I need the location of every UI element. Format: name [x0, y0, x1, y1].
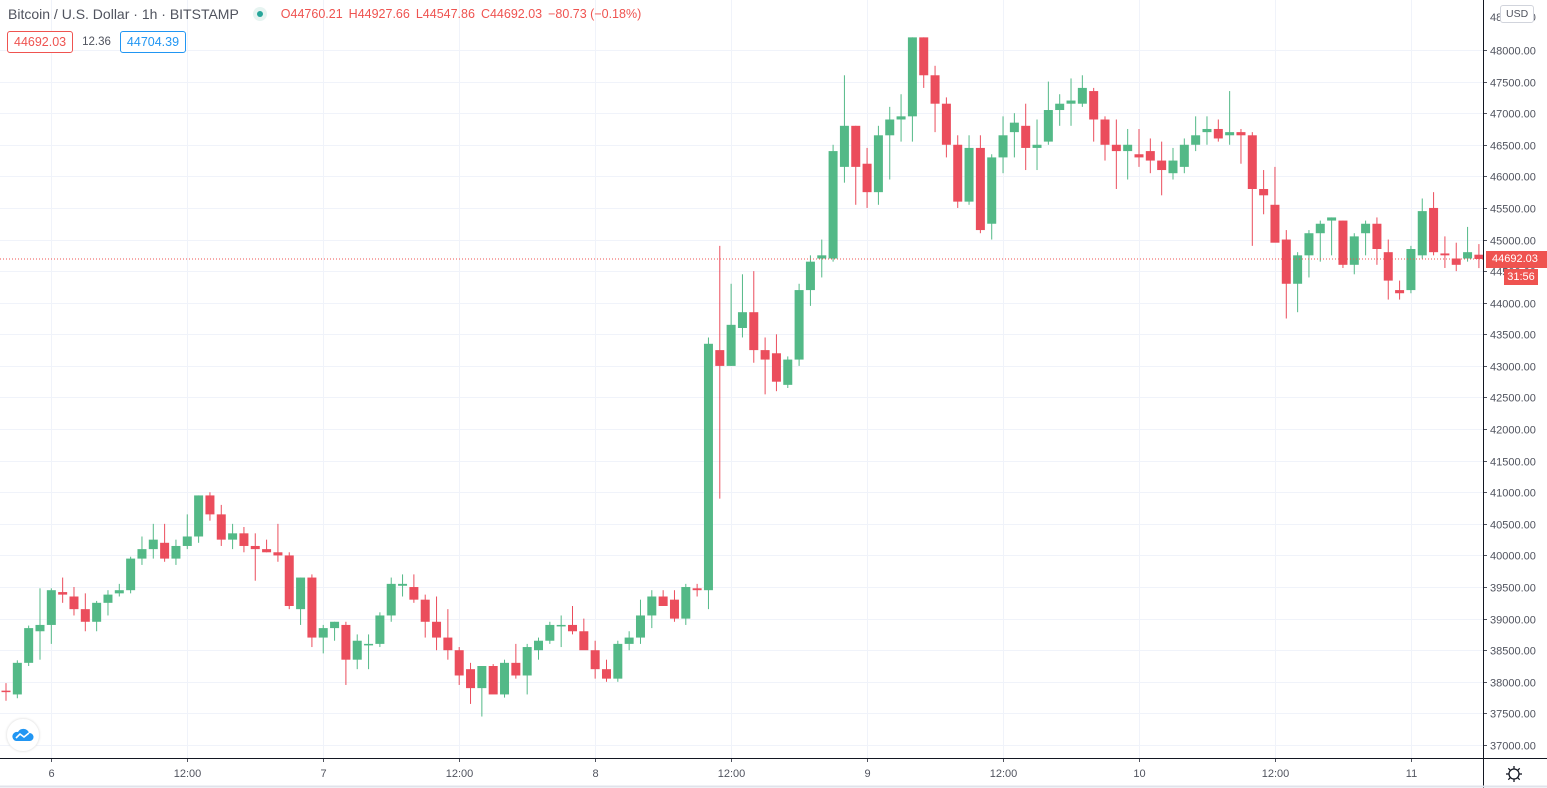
high-label: H [348, 7, 358, 21]
price-axis-label: 38500.00 [1490, 646, 1536, 658]
price-axis-label: 48000.00 [1490, 46, 1536, 58]
time-axis-label: 12:00 [718, 768, 746, 780]
price-axis-label: 43000.00 [1490, 362, 1536, 374]
price-axis-label: 37500.00 [1490, 709, 1536, 721]
buy-button[interactable]: 44704.39 [119, 31, 187, 53]
high-value: 44927.66 [357, 7, 410, 21]
time-axis-label: 6 [48, 768, 54, 780]
price-axis-label: 44000.00 [1490, 299, 1536, 311]
price-axis-label: 45500.00 [1490, 204, 1536, 216]
time-axis-label: 7 [320, 768, 326, 780]
bid-ask-row: 44692.03 12.36 44704.39 [7, 31, 187, 53]
spread-value: 12.36 [82, 36, 111, 48]
currency-button[interactable]: USD [1500, 5, 1535, 23]
market-status-icon [252, 7, 267, 21]
time-axis-label: 12:00 [1262, 768, 1290, 780]
settings-gear-icon[interactable] [1504, 764, 1524, 784]
time-axis-label: 12:00 [174, 768, 202, 780]
price-axis-label: 38000.00 [1490, 678, 1536, 690]
price-axis-label: 42000.00 [1490, 425, 1536, 437]
time-axis-label: 10 [1133, 768, 1145, 780]
low-label: L [415, 7, 423, 21]
time-axis-label: 12:00 [446, 768, 474, 780]
time-axis-label: 11 [1406, 768, 1417, 780]
price-axis-label: 41500.00 [1490, 457, 1536, 469]
open-value: 44760.21 [290, 7, 343, 21]
open-label: O [280, 7, 291, 21]
time-axis-label: 12:00 [990, 768, 1018, 780]
close-label: C [480, 7, 490, 21]
bar-countdown-label: 31:56 [1504, 269, 1538, 285]
price-axis-label: 46000.00 [1490, 172, 1536, 184]
price-axis-label: 39000.00 [1490, 615, 1536, 627]
price-axis-label: 47000.00 [1490, 109, 1536, 121]
price-axis-label: 42500.00 [1490, 393, 1536, 405]
last-price-label: 44692.03 [1486, 251, 1547, 268]
sell-button[interactable]: 44692.03 [7, 31, 74, 53]
price-axis-label: 46500.00 [1490, 141, 1536, 153]
time-axis-label: 8 [592, 768, 598, 780]
price-axis-label: 41000.00 [1490, 488, 1536, 500]
price-axis-label: 37000.00 [1490, 741, 1536, 753]
candles [1, 37, 1484, 717]
symbol-title[interactable]: Bitcoin / U.S. Dollar · 1h · BITSTAMP [8, 6, 239, 22]
change-value: −80.73 (−0.18%) [548, 7, 642, 21]
price-axis-label: 40500.00 [1490, 520, 1536, 532]
time-axis-label: 9 [864, 768, 870, 780]
close-value: 44692.03 [489, 7, 543, 21]
price-axis-label: 39500.00 [1490, 583, 1536, 595]
low-value: 44547.86 [422, 7, 475, 21]
price-axis-label: 43500.00 [1490, 330, 1536, 342]
price-axis-label: 45000.00 [1490, 236, 1536, 248]
price-axis-label: 40000.00 [1490, 551, 1536, 563]
price-axis-label: 47500.00 [1490, 78, 1536, 90]
tradingview-logo-icon[interactable] [6, 718, 40, 752]
